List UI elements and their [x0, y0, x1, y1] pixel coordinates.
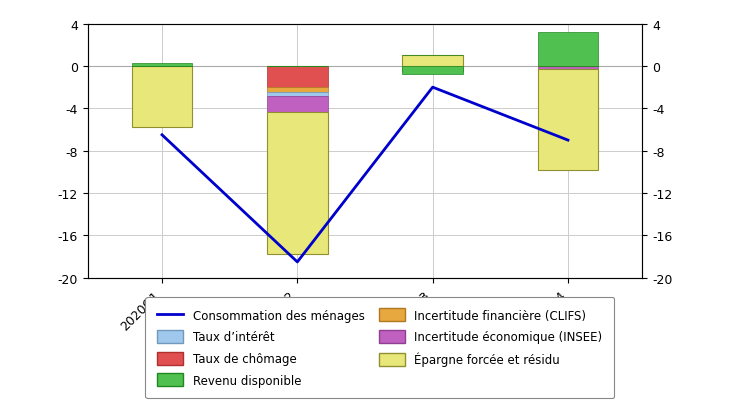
- Bar: [267, 93, 328, 97]
- Bar: [402, 56, 463, 67]
- Legend: Consommation des ménages, Taux d’intérêt, Taux de chômage, Revenu disponible, In: Consommation des ménages, Taux d’intérêt…: [145, 297, 614, 398]
- Bar: [537, 33, 599, 67]
- Bar: [537, 67, 599, 70]
- Bar: [131, 64, 193, 67]
- Bar: [402, 67, 463, 72]
- Bar: [267, 67, 328, 88]
- Bar: [131, 67, 193, 128]
- Bar: [537, 70, 599, 170]
- Bar: [267, 112, 328, 255]
- Bar: [267, 97, 328, 112]
- Bar: [402, 67, 463, 75]
- Bar: [267, 88, 328, 93]
